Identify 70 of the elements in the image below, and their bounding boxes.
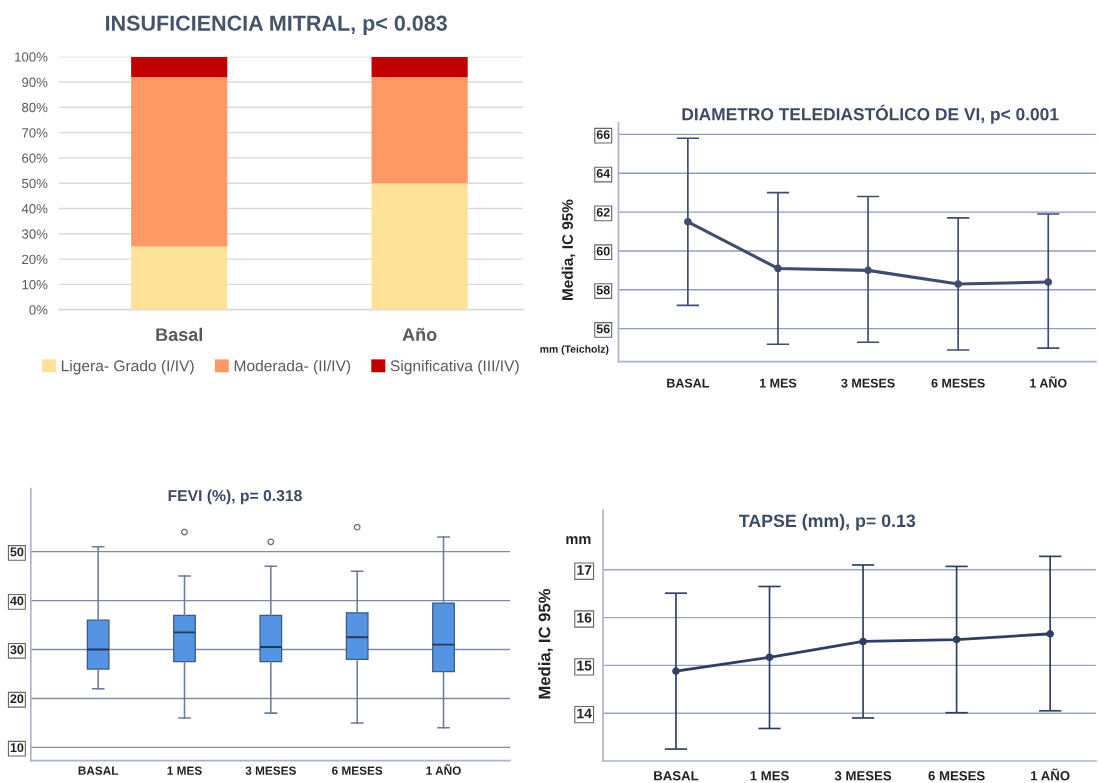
text: mm bbox=[566, 536, 591, 544]
y-tick-label: 20% bbox=[22, 254, 48, 265]
point bbox=[1044, 278, 1053, 286]
y-tick-label: 30% bbox=[21, 229, 48, 239]
point bbox=[672, 667, 680, 675]
y-tick-label: 64 bbox=[596, 169, 611, 178]
x-tick-label: 6 MESES bbox=[928, 771, 985, 781]
chart-title: INSUFICIENCIA MITRAL, p< 0.083 bbox=[106, 15, 447, 36]
y-tick-label: 50 bbox=[10, 547, 24, 557]
x-tick-label: 3 MESES bbox=[834, 771, 892, 781]
y-tick-label: 50% bbox=[22, 178, 48, 189]
y-tick-label: 0% bbox=[29, 305, 48, 315]
x-tick-label: Año bbox=[402, 327, 437, 342]
y-tick-label: 15 bbox=[577, 660, 592, 671]
chart-title: TAPSE (mm), p= 0.13 bbox=[739, 514, 916, 531]
chart-title: DIAMETRO TELEDIASTÓLICO DE VI, p< 0.001 bbox=[682, 104, 1059, 124]
y-tick-label: 10 bbox=[10, 743, 24, 753]
x-tick-label: 6 MESES bbox=[931, 378, 985, 388]
x-tick-label: 1 MES bbox=[167, 766, 202, 775]
y-tick-label: 70% bbox=[22, 128, 48, 138]
x-tick-label: 1 MES bbox=[760, 378, 797, 388]
point bbox=[859, 637, 867, 646]
bar bbox=[371, 183, 468, 310]
bar bbox=[371, 56, 468, 77]
point bbox=[684, 217, 692, 226]
x-tick-label: 3 MESES bbox=[841, 378, 895, 388]
x-tick-label: 1 AÑO bbox=[1030, 376, 1067, 388]
x-tick-label: 1 AÑO bbox=[426, 764, 461, 775]
bar bbox=[371, 76, 468, 184]
y-tick-label: 60 bbox=[596, 246, 610, 256]
text: mm (Teicholz) bbox=[540, 345, 609, 355]
x-tick-label: 1 MES bbox=[750, 771, 789, 781]
point bbox=[954, 280, 962, 288]
y-tick-label: 40 bbox=[10, 596, 24, 606]
x-tick-label: Basal bbox=[156, 327, 203, 342]
y-tick-label: 56 bbox=[596, 324, 610, 334]
y-tick-label: 90% bbox=[22, 77, 48, 87]
x-tick-label: BASAL bbox=[78, 766, 119, 775]
y-tick-label: 30 bbox=[10, 645, 24, 655]
y-tick-label: 100% bbox=[15, 52, 48, 62]
y-tick-label: 17 bbox=[577, 565, 592, 575]
point bbox=[774, 264, 782, 273]
y-tick-label: 80% bbox=[22, 102, 48, 113]
y-tick-label: 40% bbox=[21, 204, 48, 214]
y-tick-label: 14 bbox=[577, 708, 592, 719]
y-tick-label: 10% bbox=[22, 279, 48, 290]
y-tick-label: 60% bbox=[22, 153, 48, 163]
legend-label: Significativa (III/IV) bbox=[390, 359, 519, 375]
legend-label: Ligera- Grado (I/IV) bbox=[61, 359, 194, 375]
bar bbox=[131, 56, 228, 77]
x-tick-label: BASAL bbox=[654, 771, 699, 781]
y-tick-label: 66 bbox=[596, 130, 610, 140]
x-tick-label: BASAL bbox=[667, 378, 710, 388]
x-tick-label: 1 AÑO bbox=[1031, 768, 1070, 781]
chart-title: FEVI (%), p= 0.318 bbox=[168, 489, 302, 505]
bar bbox=[131, 76, 228, 247]
point bbox=[1046, 630, 1054, 638]
y-tick-label: 58 bbox=[596, 285, 610, 295]
point bbox=[952, 635, 961, 644]
y-axis-title: Media, IC 95% bbox=[561, 199, 576, 301]
legend-label: Moderada- (II/IV) bbox=[234, 359, 351, 375]
y-tick-label: 62 bbox=[596, 207, 610, 217]
y-tick-label: 20 bbox=[10, 694, 24, 704]
bar bbox=[131, 246, 228, 310]
point bbox=[864, 266, 872, 275]
x-tick-label: 6 MESES bbox=[332, 766, 383, 775]
point bbox=[765, 653, 774, 662]
x-tick-label: 3 MESES bbox=[245, 766, 296, 775]
y-tick-label: 16 bbox=[577, 612, 592, 623]
y-axis-title: Media, IC 95% bbox=[538, 588, 553, 699]
